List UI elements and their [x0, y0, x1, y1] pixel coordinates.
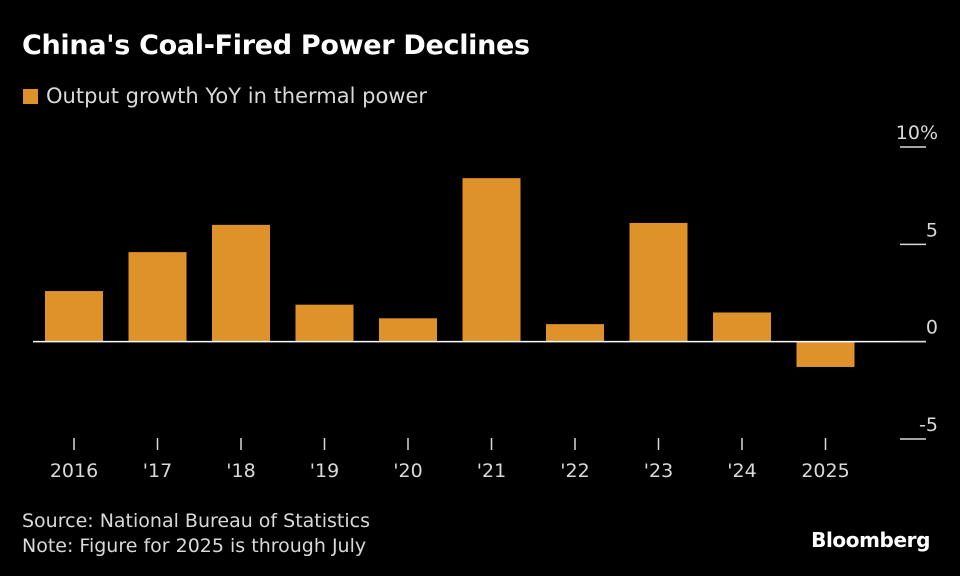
- bar-chart: 2016 '17 '18 '19 '20 '21 '22 '23 '24 2025 10% 5 0 -5: [33, 122, 938, 482]
- x-tick-label: '22: [560, 460, 589, 482]
- legend-swatch: [23, 88, 38, 104]
- y-tick-label: 5: [926, 219, 938, 241]
- x-tick-label: '19: [310, 460, 339, 482]
- bar-17: [128, 252, 187, 342]
- x-tick-label: '17: [143, 460, 172, 482]
- x-tick-label: '23: [644, 460, 673, 482]
- y-tick-label: 10%: [896, 122, 938, 144]
- y-tick-label: 0: [926, 317, 938, 339]
- bars-group: [45, 178, 855, 367]
- x-tick-label: '20: [393, 460, 422, 482]
- x-tick-label: '24: [727, 460, 756, 482]
- bar-23: [629, 222, 688, 342]
- legend-label: Output growth YoY in thermal power: [46, 84, 428, 108]
- bar-2016: [45, 291, 103, 342]
- bloomberg-logo: Bloomberg: [811, 528, 930, 552]
- bar-2025: [796, 341, 855, 367]
- footnote: Note: Figure for 2025 is through July: [22, 535, 367, 557]
- x-tick-label: '21: [477, 460, 506, 482]
- y-tick-label: -5: [919, 414, 938, 436]
- x-tick-label: 2025: [801, 460, 849, 482]
- chart-title: China's Coal-Fired Power Declines: [22, 30, 530, 61]
- x-tick-label: 2016: [50, 460, 98, 482]
- x-axis: 2016 '17 '18 '19 '20 '21 '22 '23 '24 2025: [50, 438, 850, 482]
- y-axis: 10% 5 0 -5: [896, 122, 938, 440]
- bar-20: [379, 318, 437, 342]
- bar-22: [546, 324, 604, 342]
- bar-24: [713, 312, 771, 342]
- bar-21: [462, 178, 521, 342]
- x-tick-label: '18: [226, 460, 255, 482]
- source-note: Source: National Bureau of Statistics: [22, 510, 371, 532]
- footer: Source: National Bureau of Statistics No…: [22, 509, 370, 559]
- bar-19: [295, 304, 354, 342]
- bar-18: [212, 224, 270, 342]
- legend: Output growth YoY in thermal power: [23, 84, 427, 108]
